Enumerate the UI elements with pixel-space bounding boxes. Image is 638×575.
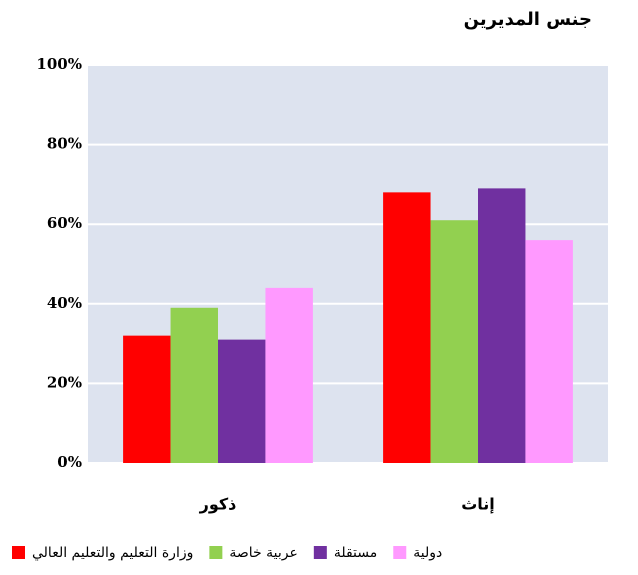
legend-swatch [12,546,25,559]
bar [265,287,313,463]
bar [170,307,218,463]
legend-label: عربية خاصة [229,545,297,561]
bar [123,335,171,463]
bar [525,240,573,463]
bar [478,188,526,463]
y-tick-label: 60% [47,214,82,232]
legend-label: مستقلة [334,545,377,561]
legend-swatch [393,546,407,559]
y-tick-label: 100% [36,55,82,73]
legend-swatch [313,546,327,559]
y-tick-label: 80% [47,135,82,153]
chart-title: جنس المديرين [464,9,592,30]
y-tick-label: 0% [57,453,82,471]
y-tick-label: 40% [47,294,82,312]
x-tick-label: إناث [461,495,495,514]
legend-swatch [209,546,223,559]
y-tick-label: 20% [47,373,82,391]
bar [430,220,478,463]
bar [383,192,431,464]
x-tick-label: ذكور [199,495,237,514]
legend-label: وزارة التعليم والتعليم العالي [32,545,193,561]
bar [218,339,266,463]
legend-label: دولية [413,545,442,561]
